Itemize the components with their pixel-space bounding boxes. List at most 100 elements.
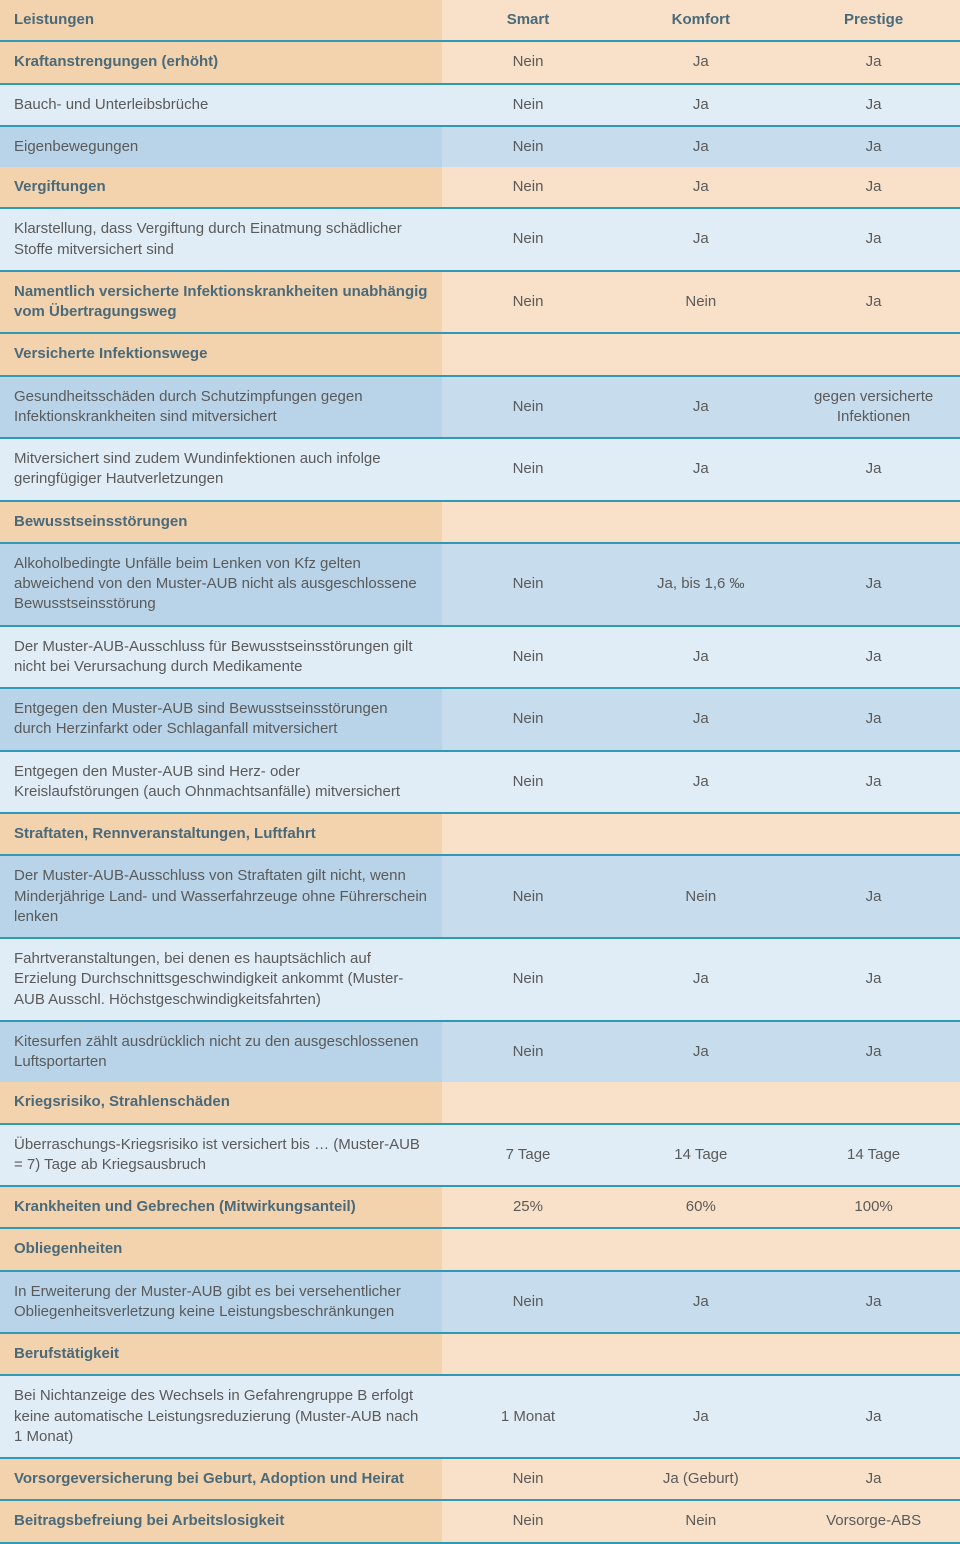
row-value-prestige [787,813,960,855]
row-value-komfort: Ja [614,751,787,814]
col-header-komfort: Komfort [614,0,787,41]
section-header-row: Bewusstseinsstörungen [0,501,960,543]
table-row: Beitragsbefreiung bei ArbeitslosigkeitNe… [0,1500,960,1542]
row-value-smart [442,333,615,375]
table-row: EigenbewegungenNeinJaJa [0,126,960,167]
row-value-smart: Nein [442,938,615,1021]
row-value-komfort: Nein [614,1500,787,1542]
col-header-label: Leistungen [0,0,442,41]
table-row: Entgegen den Muster-AUB sind Bewusstsein… [0,688,960,751]
table-body: Kraftanstrengungen (erhöht)NeinJaJaBauch… [0,41,960,1542]
row-value-prestige: Ja [787,938,960,1021]
row-value-prestige: Ja [787,751,960,814]
row-label: Vergiftungen [0,167,442,208]
row-value-prestige: Ja [787,688,960,751]
row-value-prestige: Ja [787,1021,960,1083]
row-value-smart: Nein [442,543,615,626]
row-value-smart: 7 Tage [442,1124,615,1187]
row-label: Obliegenheiten [0,1228,442,1270]
row-label: In Erweiterung der Muster-AUB gibt es be… [0,1271,442,1334]
row-label: Alkoholbedingte Unfälle beim Lenken von … [0,543,442,626]
row-value-smart: Nein [442,208,615,271]
row-label: Straftaten, Rennveranstaltungen, Luftfah… [0,813,442,855]
table-row: Gesundheitsschäden durch Schutzimpfungen… [0,376,960,439]
table-row: Kraftanstrengungen (erhöht)NeinJaJa [0,41,960,83]
row-value-prestige: Ja [787,84,960,126]
table-row: Überraschungs-Kriegsrisiko ist versicher… [0,1124,960,1187]
row-value-prestige: Ja [787,1458,960,1500]
row-value-komfort [614,1228,787,1270]
row-label: Namentlich versicherte Infektionskrankhe… [0,271,442,334]
row-value-komfort: Ja [614,626,787,689]
row-value-prestige: Ja [787,438,960,501]
row-value-komfort: Ja [614,1375,787,1458]
row-value-prestige: Ja [787,1375,960,1458]
row-value-smart: Nein [442,271,615,334]
row-label: Der Muster-AUB-Ausschluss für Bewusstsei… [0,626,442,689]
row-value-prestige [787,1333,960,1375]
row-value-smart: 25% [442,1186,615,1228]
row-value-prestige: Vorsorge-ABS [787,1500,960,1542]
row-value-prestige: Ja [787,41,960,83]
row-value-komfort: 60% [614,1186,787,1228]
row-value-smart: Nein [442,126,615,167]
row-label: Kitesurfen zählt ausdrücklich nicht zu d… [0,1021,442,1083]
row-value-smart: Nein [442,1500,615,1542]
row-label: Kraftanstrengungen (erhöht) [0,41,442,83]
row-value-smart: Nein [442,855,615,938]
comparison-table: Leistungen Smart Komfort Prestige Krafta… [0,0,960,1544]
row-label: Bei Nichtanzeige des Wechsels in Gefahre… [0,1375,442,1458]
row-label: Eigenbewegungen [0,126,442,167]
row-label: Überraschungs-Kriegsrisiko ist versicher… [0,1124,442,1187]
table-row: VergiftungenNeinJaJa [0,167,960,208]
col-header-prestige: Prestige [787,0,960,41]
row-value-smart: 1 Monat [442,1375,615,1458]
row-value-prestige: Ja [787,543,960,626]
row-value-komfort [614,501,787,543]
table-row: Bauch- und UnterleibsbrücheNeinJaJa [0,84,960,126]
row-value-komfort: Ja [614,167,787,208]
row-value-prestige [787,1082,960,1123]
row-value-komfort: Nein [614,271,787,334]
row-label: Fahrtveranstaltungen, bei denen es haupt… [0,938,442,1021]
row-value-prestige: Ja [787,855,960,938]
row-value-komfort: Ja [614,938,787,1021]
row-value-komfort [614,333,787,375]
row-value-komfort: Ja [614,41,787,83]
table-row: In Erweiterung der Muster-AUB gibt es be… [0,1271,960,1334]
row-value-prestige [787,501,960,543]
row-value-smart [442,1333,615,1375]
table-row: Kitesurfen zählt ausdrücklich nicht zu d… [0,1021,960,1083]
row-value-komfort: Ja [614,1021,787,1083]
section-header-row: Versicherte Infektionswege [0,333,960,375]
section-header-row: Berufstätigkeit [0,1333,960,1375]
row-value-prestige: gegen versicherte Infektionen [787,376,960,439]
row-value-komfort: Ja [614,84,787,126]
row-label: Mitversichert sind zudem Wundinfektionen… [0,438,442,501]
row-value-smart: Nein [442,84,615,126]
row-value-prestige: Ja [787,167,960,208]
row-value-komfort: Ja [614,438,787,501]
row-value-smart: Nein [442,751,615,814]
row-value-komfort: Ja [614,208,787,271]
table-row: Der Muster-AUB-Ausschluss von Straftaten… [0,855,960,938]
row-value-komfort: Ja [614,1271,787,1334]
row-value-prestige: Ja [787,271,960,334]
row-value-prestige [787,333,960,375]
row-value-smart: Nein [442,376,615,439]
row-value-komfort [614,1082,787,1123]
row-label: Gesundheitsschäden durch Schutzimpfungen… [0,376,442,439]
row-value-smart: Nein [442,438,615,501]
row-value-smart: Nein [442,626,615,689]
row-value-smart: Nein [442,1021,615,1083]
section-header-row: Straftaten, Rennveranstaltungen, Luftfah… [0,813,960,855]
table-row: Entgegen den Muster-AUB sind Herz- oder … [0,751,960,814]
table-row: Bei Nichtanzeige des Wechsels in Gefahre… [0,1375,960,1458]
section-header-row: Kriegsrisiko, Strahlenschäden [0,1082,960,1123]
row-label: Versicherte Infektionswege [0,333,442,375]
row-value-smart [442,501,615,543]
row-value-smart: Nein [442,41,615,83]
row-label: Entgegen den Muster-AUB sind Herz- oder … [0,751,442,814]
row-value-smart [442,1228,615,1270]
row-value-prestige [787,1228,960,1270]
